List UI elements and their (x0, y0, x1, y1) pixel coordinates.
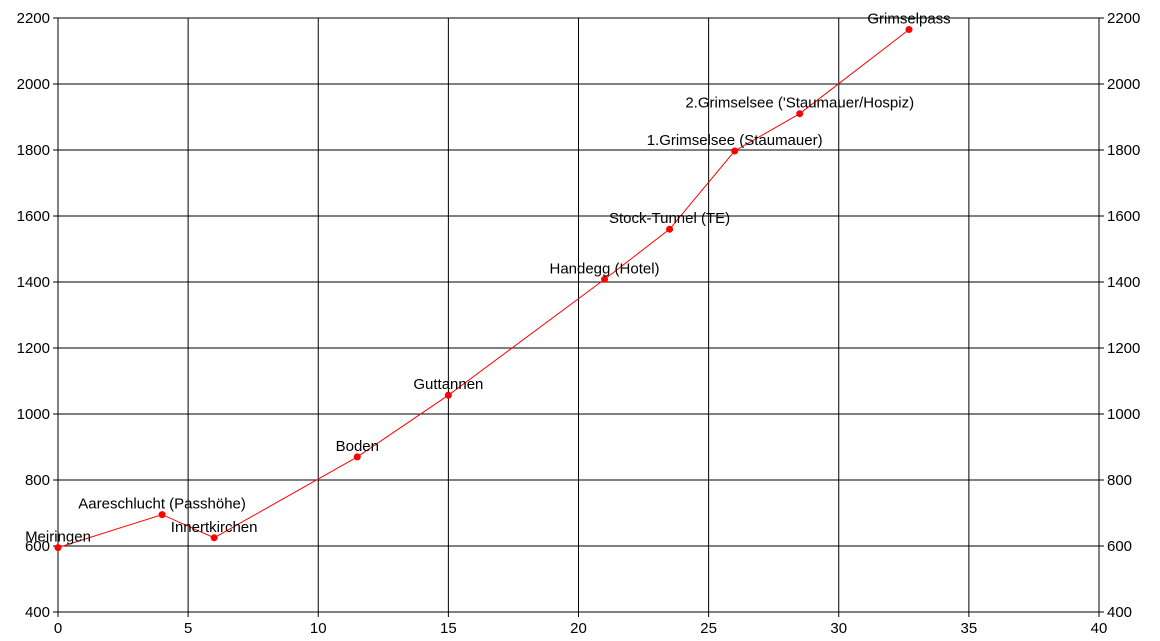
point-label: Aareschlucht (Passhöhe) (78, 496, 246, 513)
point-label: Handegg (Hotel) (549, 260, 659, 277)
point-label: 2.Grimselsee ('Staumauer/Hospiz) (685, 95, 914, 112)
y-tick-label: 1400 (17, 274, 50, 291)
point-label: Boden (336, 438, 379, 455)
right-y-tick-label: 400 (1107, 604, 1132, 621)
left-y-axis: 400 600 800 1000 1200 1400 1600 1800 2000 2200 (17, 10, 58, 621)
y-tick-label: 2200 (17, 10, 50, 27)
elevation-series (54, 26, 913, 552)
point-label: Guttannen (413, 376, 483, 393)
right-y-tick-label: 1200 (1107, 340, 1140, 357)
series-line (57, 29, 910, 549)
x-tick-label: 35 (961, 620, 978, 637)
data-point (54, 544, 62, 552)
point-label: Grimselpass (867, 11, 950, 28)
x-axis: 0 5 10 15 20 25 30 35 40 (54, 612, 1108, 637)
data-point (444, 391, 452, 399)
x-tick-label: 30 (830, 620, 847, 637)
y-tick-label: 600 (25, 538, 50, 555)
y-tick-label: 2000 (17, 76, 50, 93)
right-y-tick-label: 2200 (1107, 10, 1140, 27)
right-y-tick-label: 1800 (1107, 142, 1140, 159)
data-point (601, 275, 609, 283)
right-y-tick-label: 1000 (1107, 406, 1140, 423)
data-point (210, 534, 218, 542)
data-point (666, 225, 674, 233)
right-y-tick-label: 600 (1107, 538, 1132, 555)
right-y-axis: 400 600 800 1000 1200 1400 1600 1800 2000 2200 (1099, 10, 1140, 621)
y-tick-label: 1800 (17, 142, 50, 159)
x-tick-label: 10 (310, 620, 327, 637)
right-y-tick-label: 1400 (1107, 274, 1140, 291)
data-point (796, 110, 804, 118)
x-tick-label: 20 (570, 620, 587, 637)
data-point (905, 26, 913, 34)
x-tick-label: 15 (440, 620, 457, 637)
point-label: 1.Grimselsee (Staumauer) (647, 132, 823, 149)
x-tick-label: 25 (700, 620, 717, 637)
x-tick-label: 0 (54, 620, 62, 637)
y-tick-label: 800 (25, 472, 50, 489)
point-label: Stock-Tunnel (TE) (609, 210, 730, 227)
point-labels: Meiringen Aareschlucht (Passhöhe) Innertki… (25, 11, 951, 546)
point-label: Innertkirchen (171, 519, 258, 536)
y-tick-label: 400 (25, 604, 50, 621)
right-y-tick-label: 800 (1107, 472, 1132, 489)
y-tick-label: 1600 (17, 208, 50, 225)
right-y-tick-label: 1600 (1107, 208, 1140, 225)
x-tick-label: 5 (184, 620, 192, 637)
data-point (158, 511, 166, 519)
data-point (731, 147, 739, 155)
data-point (353, 453, 361, 461)
x-tick-label: 40 (1091, 620, 1108, 637)
y-tick-label: 1200 (17, 340, 50, 357)
right-y-tick-label: 2000 (1107, 76, 1140, 93)
y-tick-label: 1000 (17, 406, 50, 423)
point-label: Meiringen (25, 529, 91, 546)
